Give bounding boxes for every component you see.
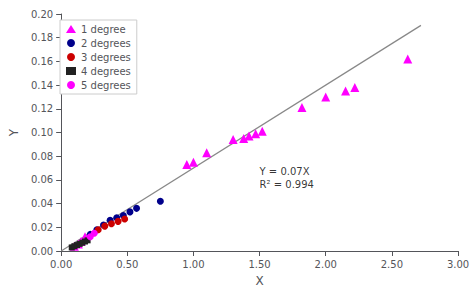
svg-text:0.00: 0.00 xyxy=(31,246,53,257)
svg-text:0.16: 0.16 xyxy=(31,56,53,67)
svg-text:0.14: 0.14 xyxy=(31,80,53,91)
svg-text:2 degrees: 2 degrees xyxy=(81,38,131,49)
svg-text:1 degree: 1 degree xyxy=(81,24,126,35)
svg-text:R² = 0.994: R² = 0.994 xyxy=(260,179,314,190)
svg-text:Y: Y xyxy=(7,128,21,137)
svg-text:5 degrees: 5 degrees xyxy=(81,80,131,91)
svg-text:1.50: 1.50 xyxy=(248,259,270,270)
svg-text:0.04: 0.04 xyxy=(31,198,53,209)
svg-text:0.06: 0.06 xyxy=(31,174,53,185)
svg-text:0.12: 0.12 xyxy=(31,103,53,114)
svg-text:3.00: 3.00 xyxy=(447,259,469,270)
svg-text:1.00: 1.00 xyxy=(182,259,204,270)
svg-text:2.00: 2.00 xyxy=(315,259,337,270)
svg-text:Y = 0.07X: Y = 0.07X xyxy=(259,166,310,177)
svg-text:0.18: 0.18 xyxy=(31,32,53,43)
svg-text:X: X xyxy=(255,274,263,288)
svg-text:0.50: 0.50 xyxy=(116,259,138,270)
svg-text:0.08: 0.08 xyxy=(31,151,53,162)
svg-text:4 degrees: 4 degrees xyxy=(81,66,131,77)
svg-text:0.10: 0.10 xyxy=(31,127,53,138)
svg-text:0.20: 0.20 xyxy=(31,9,53,20)
svg-text:0.00: 0.00 xyxy=(50,259,72,270)
svg-text:0.02: 0.02 xyxy=(31,222,53,233)
svg-text:2.50: 2.50 xyxy=(381,259,403,270)
svg-text:3 degrees: 3 degrees xyxy=(81,52,131,63)
